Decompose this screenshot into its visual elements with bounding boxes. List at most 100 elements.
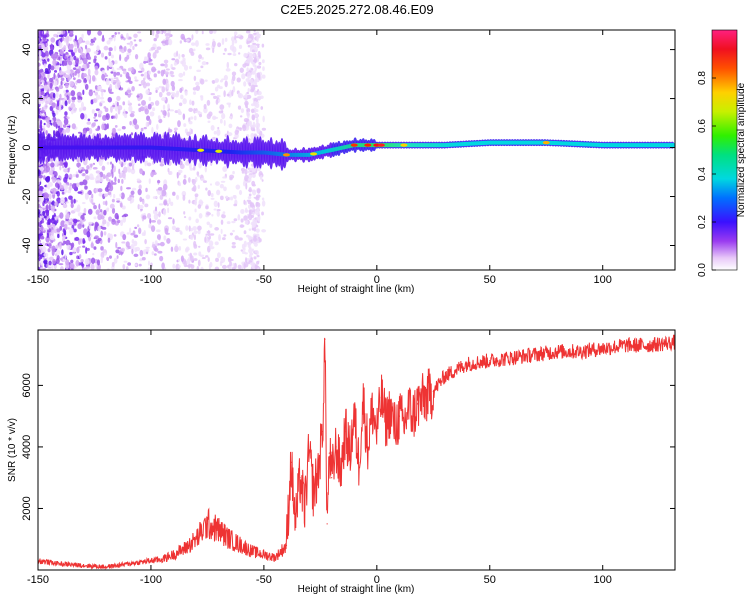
x-tick-label: -50: [256, 574, 272, 586]
colorbar-ticks: 0.0 0.2 0.4 0.6 0.8: [697, 71, 716, 277]
snr-point: [195, 538, 197, 540]
ridge-peak: [215, 149, 223, 153]
snr-point: [290, 461, 292, 463]
snr-point: [353, 415, 355, 417]
y-tick-label: 20: [21, 92, 33, 104]
snr-point: [624, 344, 626, 346]
snr-point: [432, 390, 434, 393]
snr-point: [455, 369, 457, 371]
snr-point: [59, 563, 62, 565]
x-tick-label: -100: [140, 574, 162, 586]
snr-point: [579, 350, 581, 353]
colorbar-gradient: [711, 29, 738, 271]
snr-point: [371, 409, 373, 411]
ridge-peak: [377, 143, 385, 147]
snr-point: [105, 566, 107, 568]
snr-point: [466, 363, 468, 365]
colorbar-tick-label: 0.2: [697, 215, 708, 229]
x-tick-label: -150: [27, 574, 49, 586]
snr-point: [274, 557, 276, 559]
colorbar-label: Normalized spectral amplitude: [736, 82, 747, 217]
snr-point: [367, 446, 369, 448]
snr-point: [380, 397, 382, 399]
figure-title: C2E5.2025.272.08.46.E09: [280, 2, 433, 17]
snr-point: [407, 406, 410, 408]
spectrogram-panel: -150 -100 -50 0 50 100 -40 -20 0 20 40 Height of …: [7, 29, 676, 295]
x-tick-label: 0: [374, 574, 380, 586]
snr-point: [358, 461, 360, 463]
y-tick-label: 4000: [21, 435, 33, 459]
snr-series-line: [38, 334, 675, 570]
snr-point: [412, 415, 414, 417]
colorbar-tick-label: 0.4: [697, 167, 708, 181]
snr-point: [421, 400, 423, 402]
snr-point: [647, 344, 649, 346]
snr-y-axis-label: SNR (10 * v/v): [7, 418, 18, 482]
snr-x-axis-label: Height of straight line (km): [298, 584, 415, 595]
snr-point: [602, 347, 604, 350]
snr-point: [331, 477, 333, 479]
snr-point: [398, 415, 401, 417]
spectrogram-frame: [37, 29, 676, 271]
snr-point: [82, 564, 84, 566]
snr-y-ticks: 2000 4000 6000: [21, 373, 675, 521]
spectrogram-x-ticks: -150 -100 -50 0 50 100: [27, 30, 612, 286]
snr-point: [556, 350, 559, 353]
snr-point: [362, 400, 364, 402]
snr-point: [328, 452, 330, 454]
y-tick-label: 40: [21, 43, 33, 55]
snr-point: [172, 554, 175, 556]
snr-x-ticks: -150 -100 -50 0 50 100: [27, 330, 612, 586]
x-tick-label: 50: [484, 574, 496, 586]
snr-point: [349, 452, 351, 454]
snr-point: [443, 375, 446, 377]
ridge-peak: [310, 152, 318, 156]
snr-point: [184, 547, 186, 550]
snr-point: [161, 558, 163, 560]
snr-point: [335, 446, 337, 448]
snr-point: [150, 560, 152, 562]
x-tick-label: -100: [140, 274, 162, 286]
snr-point: [534, 354, 536, 356]
snr-point: [294, 523, 297, 525]
snr-panel: -150 -100 -50 0 50 100 2000 4000 6000 Height of…: [7, 329, 676, 595]
ridge-peak: [542, 141, 550, 145]
snr-point: [385, 421, 387, 423]
snr-point: [416, 403, 419, 405]
snr-point: [326, 523, 328, 525]
spectrogram-y-ticks: -40 -20 0 20 40: [21, 43, 675, 253]
y-tick-label: -20: [21, 189, 33, 205]
snr-point: [344, 430, 346, 433]
colorbar: 0.0 0.2 0.4 0.6 0.8 Normalized spectral ampl…: [697, 29, 747, 277]
snr-point: [303, 507, 306, 510]
ridge-peak: [364, 143, 372, 147]
snr-point: [389, 409, 391, 411]
snr-point: [251, 550, 254, 553]
snr-point: [206, 523, 209, 525]
snr-point: [317, 470, 319, 473]
ridge-peak: [282, 153, 290, 157]
snr-point: [285, 544, 288, 546]
y-tick-label: 0: [21, 144, 33, 150]
snr-point: [394, 427, 396, 430]
snr-point: [489, 360, 491, 362]
snr-point: [218, 529, 220, 531]
snr-point: [376, 430, 378, 433]
snr-point: [403, 424, 405, 426]
snr-point: [312, 492, 315, 494]
snr-point: [240, 544, 242, 546]
colorbar-tick-label: 0.6: [697, 119, 708, 133]
snr-point: [308, 452, 310, 454]
snr-point: [229, 538, 231, 540]
snr-point: [340, 470, 342, 473]
ridge-peak: [350, 143, 358, 147]
snr-frame: [37, 329, 676, 571]
snr-point: [263, 554, 265, 556]
snr-point: [324, 338, 326, 340]
colorbar-tick-label: 0.8: [697, 71, 708, 85]
x-tick-label: 0: [374, 274, 380, 286]
spectrogram-y-axis-label: Frequency (Hz): [7, 116, 18, 185]
snr-point: [322, 430, 324, 433]
